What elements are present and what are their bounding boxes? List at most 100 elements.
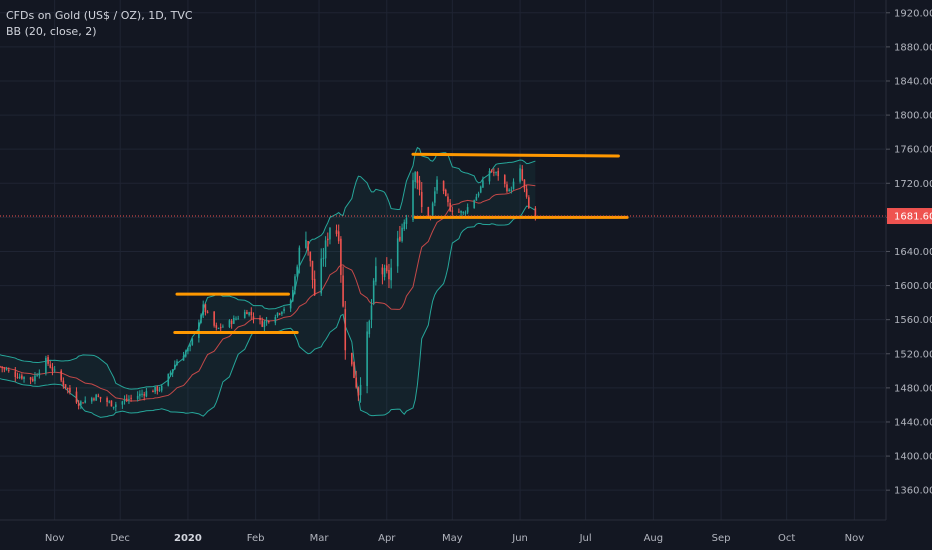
candle-body (7, 370, 10, 372)
candle (200, 313, 202, 324)
candle (444, 188, 447, 197)
price-tick-label: 1720.00 (894, 179, 932, 190)
candle-body (309, 251, 312, 262)
candle (38, 369, 41, 379)
candle (313, 270, 316, 296)
candle (265, 316, 268, 326)
time-tick-label: Feb (247, 533, 265, 544)
candle-body (351, 352, 353, 365)
candle-body (490, 169, 493, 172)
candle (93, 397, 95, 402)
candle (420, 182, 423, 213)
candle-body (45, 357, 47, 374)
trendline[interactable] (411, 152, 620, 158)
chart-title: CFDs on Gold (US$ / OZ), 1D, TVC (6, 9, 193, 22)
candle (449, 199, 451, 212)
candle (508, 188, 510, 192)
candle-body (444, 189, 447, 197)
time-tick-label: Mar (310, 533, 330, 544)
candle-body (66, 387, 69, 389)
candle (176, 359, 178, 366)
candle (45, 355, 47, 376)
candle (337, 224, 340, 244)
candle-body (466, 207, 469, 213)
candle-body (296, 266, 298, 277)
candle-body (49, 364, 52, 368)
candle-body (230, 320, 233, 325)
candle-body (14, 371, 17, 378)
candle-body (449, 202, 451, 212)
candle-body (372, 280, 375, 304)
candle-body (115, 404, 117, 408)
candle-body (368, 321, 371, 335)
candle-body (495, 171, 497, 173)
candle-body (357, 387, 360, 396)
candle (156, 385, 159, 395)
candle (396, 230, 399, 273)
candle (29, 376, 32, 385)
time-tick-label: Apr (378, 533, 396, 544)
time-tick-label: Aug (644, 533, 664, 544)
candle (237, 315, 239, 320)
candle-body (108, 401, 111, 403)
candle (82, 402, 84, 404)
candle (353, 361, 355, 379)
candle (252, 312, 255, 324)
candle-body (252, 316, 255, 319)
candle-body (0, 366, 1, 368)
candle (462, 211, 465, 216)
candle (110, 400, 113, 407)
candle-body (158, 389, 161, 391)
candle-body (222, 326, 224, 328)
price-tick-label: 1880.00 (894, 42, 932, 53)
candle (289, 298, 292, 312)
candle (143, 391, 146, 401)
candle (23, 376, 25, 383)
candle-body (5, 369, 8, 371)
candle (80, 400, 82, 410)
time-tick-label: Oct (778, 533, 795, 544)
candle-body (143, 394, 146, 396)
candle (60, 369, 62, 383)
candle (154, 386, 156, 394)
candle (418, 175, 421, 196)
candle (477, 191, 480, 198)
candle-body (34, 375, 36, 382)
candle (495, 171, 497, 176)
candle-body (80, 401, 82, 406)
candle (381, 264, 384, 285)
candle-body (215, 325, 218, 328)
candle-body (64, 384, 67, 388)
candle-body (512, 181, 515, 190)
candle-body (274, 317, 277, 323)
candle-body (189, 344, 191, 347)
price-tick-label: 1920.00 (894, 8, 932, 19)
candle (281, 311, 283, 317)
candle (309, 251, 312, 267)
candle-body (93, 398, 95, 400)
candle-body (519, 168, 521, 182)
candle-body (228, 320, 231, 327)
candle-body (458, 211, 460, 213)
candle (160, 384, 163, 393)
time-tick-label: Jun (511, 533, 528, 544)
candle (123, 395, 126, 405)
candle-body (184, 351, 187, 357)
candle (493, 168, 495, 177)
candle-body (289, 300, 292, 309)
candle-body (246, 312, 248, 315)
time-axis[interactable]: Nov Dec 2020 Feb Mar Apr May Jun Jul Aug Sep Oct Nov (0, 519, 886, 544)
bollinger-bands (0, 146, 536, 418)
price-tick-label: 1440.00 (894, 417, 932, 428)
candle-body (16, 377, 19, 379)
candle-body (141, 393, 143, 395)
candle (47, 354, 49, 366)
candle (189, 342, 191, 352)
candle (490, 169, 493, 173)
candle (18, 373, 21, 380)
candle-body (259, 318, 261, 321)
price-axis[interactable]: 1360.00 1400.00 1440.00 1480.00 1520.00 1560.… (885, 0, 932, 550)
trendlines[interactable] (173, 152, 629, 334)
candle-body (182, 355, 185, 361)
